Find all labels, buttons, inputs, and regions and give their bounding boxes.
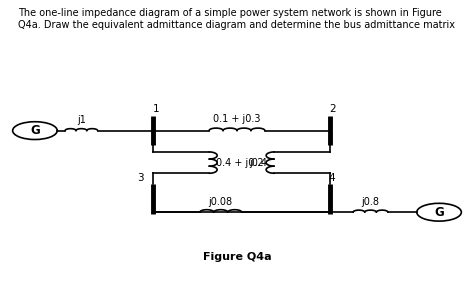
Text: 1: 1	[153, 104, 159, 114]
Text: j0.4: j0.4	[249, 158, 267, 167]
Text: 2: 2	[329, 104, 336, 114]
Text: j0.8: j0.8	[362, 197, 380, 207]
Text: G: G	[30, 124, 40, 137]
Text: j1: j1	[77, 115, 86, 125]
Text: 4: 4	[329, 173, 336, 183]
Text: 0.1 + j0.3: 0.1 + j0.3	[213, 114, 261, 124]
Text: Figure Q4a: Figure Q4a	[203, 252, 271, 262]
Text: 0.4 + j0.2: 0.4 + j0.2	[216, 158, 264, 167]
Text: The one-line impedance diagram of a simple power system network is shown in Figu: The one-line impedance diagram of a simp…	[18, 8, 456, 30]
Text: j0.08: j0.08	[209, 197, 233, 207]
Text: 3: 3	[137, 173, 144, 183]
Text: G: G	[434, 206, 444, 219]
